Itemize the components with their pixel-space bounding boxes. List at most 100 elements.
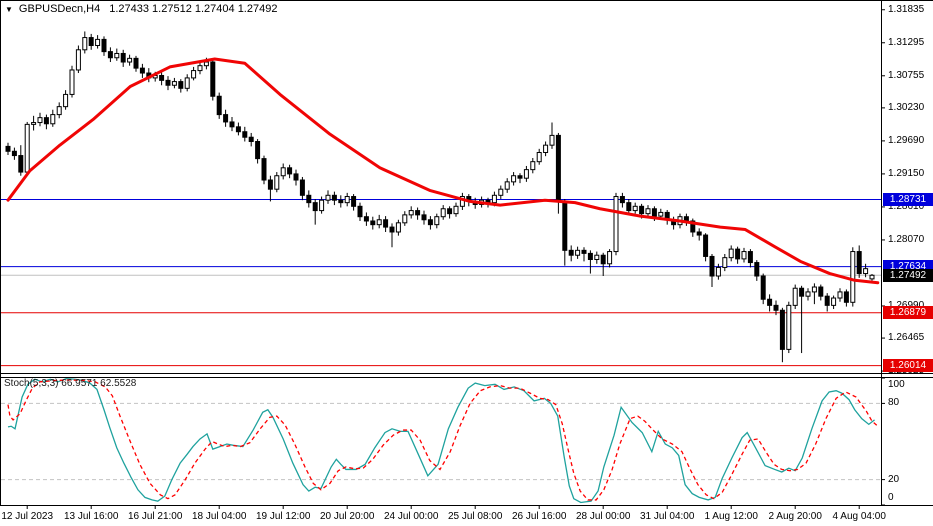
candle-body [415, 210, 421, 216]
candle-body [165, 79, 171, 86]
candle-body [850, 251, 856, 303]
candle-body [197, 65, 203, 72]
candle-body [543, 144, 549, 154]
candle-body [306, 194, 312, 204]
candle-body [504, 181, 510, 190]
candle-body [43, 117, 49, 125]
candle-body [287, 167, 293, 175]
candle-body [773, 304, 779, 311]
candle-body [658, 211, 664, 217]
candle-body [434, 216, 440, 226]
candle-body [24, 123, 30, 173]
candle-body [779, 309, 785, 350]
candle-body [120, 52, 126, 63]
candle-body [312, 202, 318, 212]
candle-body [344, 196, 350, 204]
candle-body [203, 61, 209, 67]
candle-body [555, 134, 561, 202]
candle-body [351, 196, 357, 207]
candle-body [715, 266, 721, 277]
candle-body [792, 287, 798, 306]
candle-body [645, 208, 651, 215]
candle-body [600, 254, 606, 265]
ma-line[interactable] [6, 57, 880, 285]
candle-body [581, 249, 587, 254]
candle-body [447, 208, 453, 215]
candle-body [139, 67, 145, 74]
candle-body [651, 208, 657, 217]
candle-body [107, 51, 113, 59]
candle-body [562, 200, 568, 251]
candle-body [639, 205, 645, 215]
candle-body [728, 248, 734, 259]
candle-body [75, 49, 81, 71]
candle-body [18, 155, 24, 173]
candle-body [818, 286, 824, 297]
candle-body [722, 257, 728, 268]
candle-body [235, 126, 241, 133]
candle-body [255, 141, 261, 160]
candle-body [114, 52, 120, 59]
candle-body [159, 74, 165, 81]
candle-body [363, 216, 369, 222]
candle-body [267, 179, 273, 190]
candle-body [805, 291, 811, 297]
candle-body [594, 254, 600, 261]
candle-body [383, 219, 389, 228]
candle-body [178, 81, 184, 89]
candle-body [498, 188, 504, 196]
candle-body [613, 196, 619, 253]
candle-body [632, 205, 638, 212]
candle-body [703, 234, 709, 257]
candle-body [376, 219, 382, 226]
candle-body [587, 252, 593, 261]
candle-body [357, 205, 363, 218]
candle-body [831, 297, 837, 306]
candle-body [191, 70, 197, 79]
candle-body [82, 37, 88, 51]
candle-body [408, 210, 414, 216]
candle-body [856, 251, 862, 275]
candle-body [747, 251, 753, 264]
candlestick-series [5, 31, 875, 363]
stoch-line-d [7, 379, 878, 501]
candle-body [338, 199, 344, 204]
candle-body [619, 196, 625, 204]
candle-body [869, 274, 875, 280]
candle-body [427, 219, 433, 226]
candle-body [786, 304, 792, 350]
candle-body [607, 251, 613, 265]
candle-body [370, 220, 376, 226]
candle-body [824, 295, 830, 306]
candle-body [69, 69, 75, 95]
candle-body [760, 275, 766, 300]
candle-body [325, 194, 331, 201]
candle-body [242, 131, 248, 138]
candle-body [216, 95, 222, 116]
candle-body [523, 169, 529, 179]
candle-body [735, 248, 741, 260]
stoch-line-k [7, 377, 875, 504]
candle-body [280, 167, 286, 177]
candle-body [293, 173, 299, 181]
candle-body [799, 287, 805, 297]
candle-body [299, 179, 305, 196]
candle-body [229, 121, 235, 128]
candle-body [690, 220, 696, 233]
candle-body [837, 291, 843, 299]
candle-body [171, 81, 177, 86]
candle-body [5, 145, 11, 152]
candle-body [709, 255, 715, 277]
candle-body [421, 214, 427, 221]
candle-body [863, 268, 869, 275]
candle-body [754, 262, 760, 277]
candle-body [440, 208, 446, 218]
candle-body [184, 77, 190, 89]
candle-body [395, 222, 401, 233]
candle-body [210, 61, 216, 97]
candle-body [389, 226, 395, 233]
candle-body [133, 57, 139, 69]
candle-body [549, 134, 555, 146]
candle-body [575, 249, 581, 256]
